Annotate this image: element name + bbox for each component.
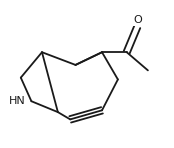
Text: HN: HN [9,96,26,106]
Text: O: O [133,15,142,25]
